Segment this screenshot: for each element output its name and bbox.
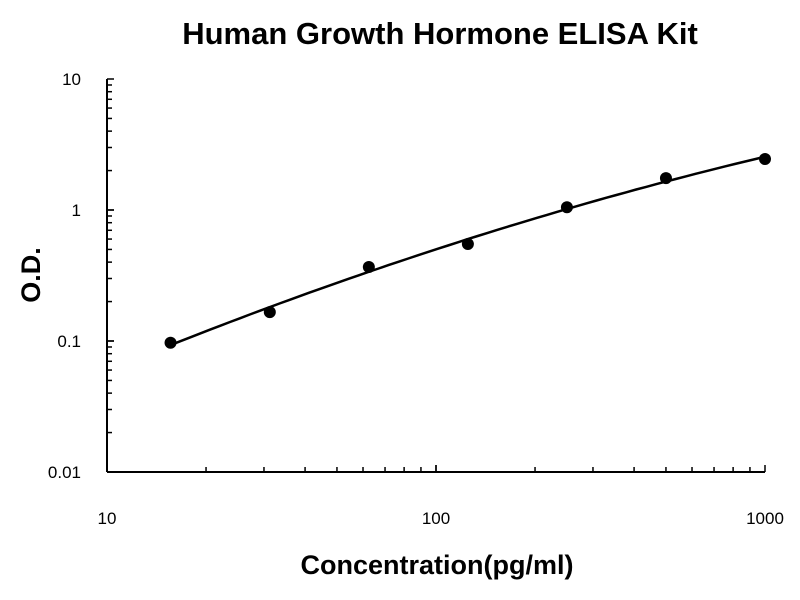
data-marks [164, 153, 771, 349]
data-point [461, 238, 474, 251]
fit-curve [170, 155, 766, 347]
axes [106, 78, 766, 473]
x-tick-label: 100 [422, 509, 450, 528]
y-axis-label: O.D. [16, 247, 46, 303]
tick-labels: 10 100 1000 10 1 0.1 0.01 [48, 70, 784, 528]
x-axis-label: Concentration(pg/ml) [301, 550, 574, 580]
data-point [659, 172, 672, 185]
chart-title: Human Growth Hormone ELISA Kit [182, 16, 698, 51]
x-tick-label: 1000 [746, 509, 784, 528]
y-tick-label: 1 [72, 201, 81, 220]
y-tick-label: 10 [62, 70, 81, 89]
data-point [164, 336, 177, 349]
y-tick-label: 0.01 [48, 463, 81, 482]
data-point [759, 153, 771, 166]
data-point [263, 306, 276, 319]
data-point [362, 261, 375, 274]
y-tick-label: 0.1 [57, 332, 81, 351]
data-point [560, 201, 573, 214]
x-tick-label: 10 [98, 509, 117, 528]
